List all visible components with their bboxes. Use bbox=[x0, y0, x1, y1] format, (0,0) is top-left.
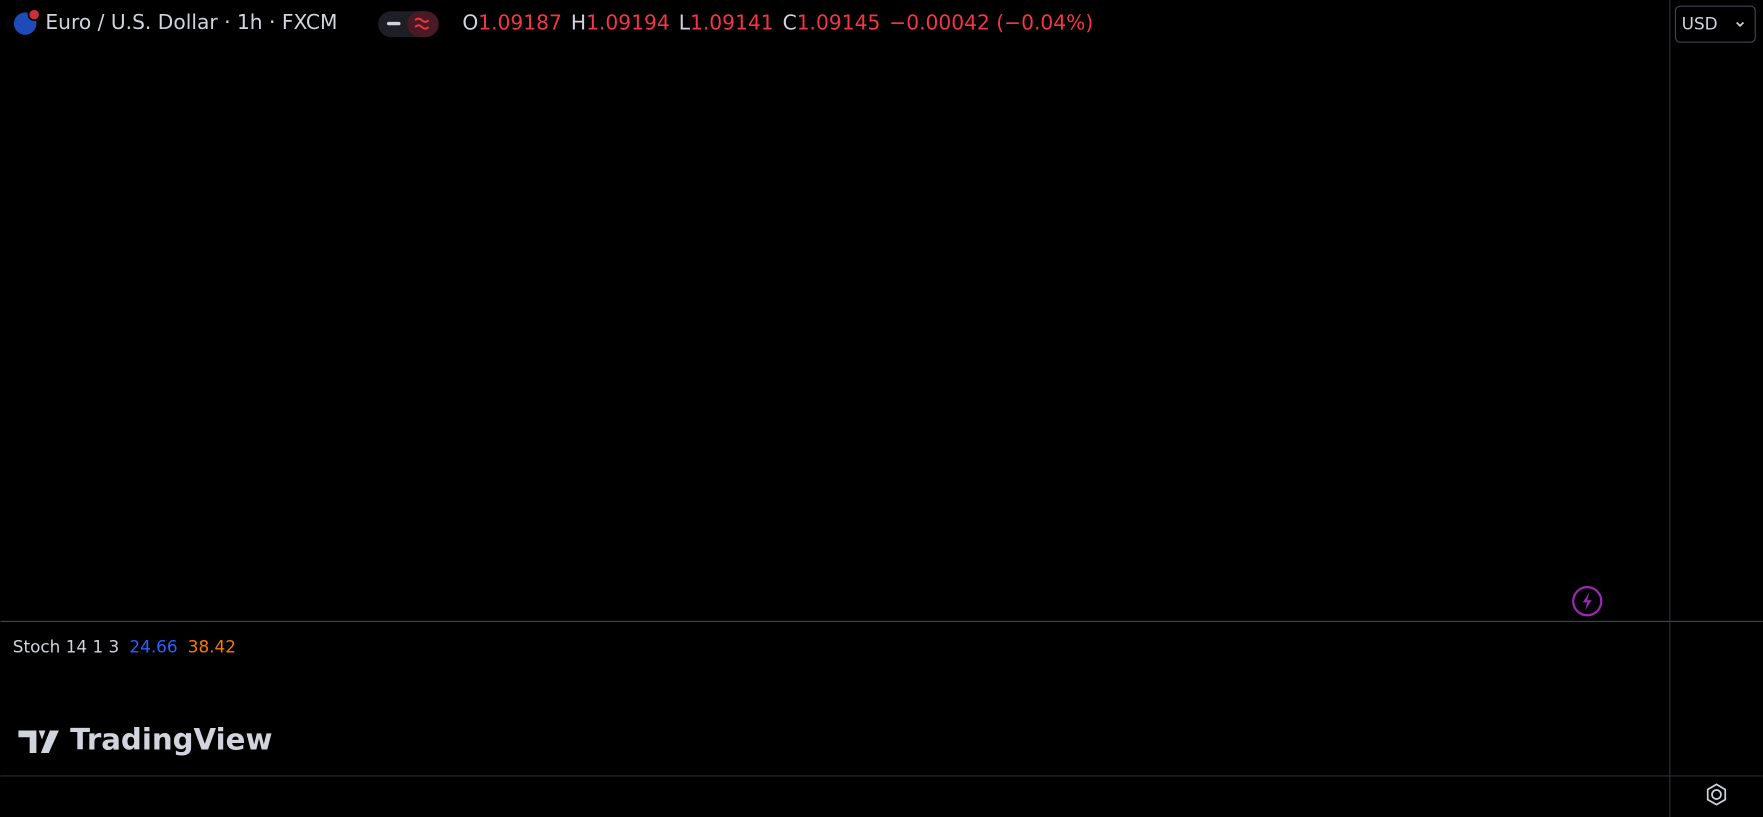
ohlc-label: O bbox=[462, 10, 478, 34]
symbol-title: Euro / U.S. Dollar · 1h · FXCM bbox=[45, 10, 337, 34]
ohlc-label: L bbox=[679, 10, 691, 34]
ohlc-change: −0.00042 (−0.04%) bbox=[889, 10, 1093, 34]
ohlc-value: 1.09194 bbox=[586, 10, 670, 34]
stoch-title: Stoch 14 1 3 bbox=[13, 636, 119, 656]
stoch-k-value: 24.66 bbox=[129, 636, 177, 656]
watermark-logo bbox=[18, 730, 59, 753]
currency-button[interactable] bbox=[1674, 5, 1756, 43]
stoch-d-value: 38.42 bbox=[188, 636, 236, 656]
currency-label: USD bbox=[1682, 14, 1718, 34]
stoch-legend: Stoch 14 1 3 24.66 38.42 bbox=[13, 636, 236, 656]
status-icon bbox=[387, 21, 401, 26]
ohlc-label: C bbox=[783, 10, 797, 34]
alert-icon-bolt bbox=[1582, 592, 1592, 611]
status-icon-market bbox=[414, 17, 430, 30]
ohlc-legend: O1.09187 H1.09194 L1.09141 C1.09145 −0.00042… bbox=[462, 10, 1093, 34]
alert-icon[interactable] bbox=[1572, 586, 1603, 617]
ohlc-label: H bbox=[571, 10, 586, 34]
ohlc-value: 1.09141 bbox=[690, 10, 774, 34]
settings-icon[interactable] bbox=[1711, 789, 1722, 800]
settings-icon-outline bbox=[1706, 783, 1727, 806]
watermark: TradingView bbox=[70, 723, 272, 757]
ohlc-value: 1.09187 bbox=[478, 10, 562, 34]
symbol-flag-badge bbox=[27, 8, 41, 22]
currency-caret bbox=[1736, 21, 1745, 28]
status-pill-market bbox=[407, 11, 439, 38]
ohlc-value: 1.09145 bbox=[797, 10, 881, 34]
